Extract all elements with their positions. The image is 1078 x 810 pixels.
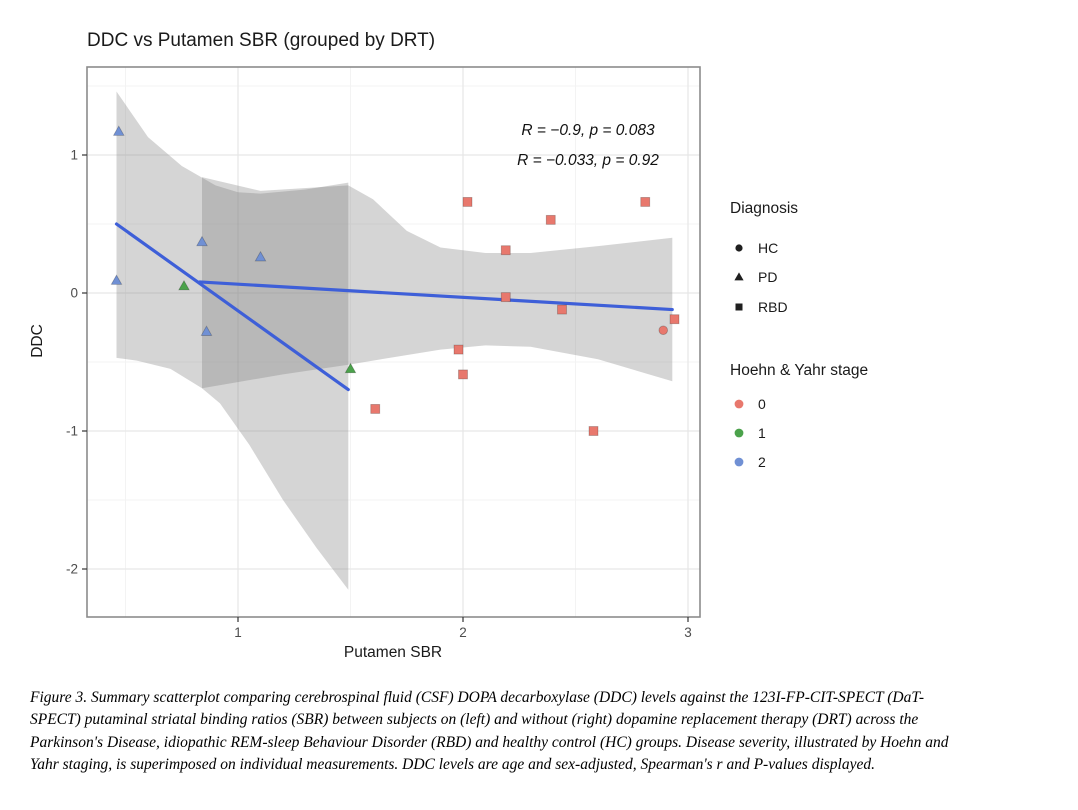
data-point <box>112 125 125 136</box>
confidence-ribbon <box>116 91 349 590</box>
legend-label-hy2: 2 <box>758 454 766 470</box>
legend-label-rbd: RBD <box>758 299 788 315</box>
data-point <box>458 369 468 380</box>
data-point <box>500 292 511 303</box>
caption-line: Figure 3. Summary scatterplot comparing … <box>30 689 924 706</box>
circle-icon <box>731 240 747 256</box>
correlation-line-2: R = −0.033, p = 0.92 <box>517 152 659 169</box>
data-point <box>254 250 267 262</box>
data-point <box>462 197 473 207</box>
dot-icon <box>731 396 747 412</box>
tick-label-y: -2 <box>66 562 78 577</box>
data-point <box>110 274 123 285</box>
legend-label-hy1: 1 <box>758 425 766 441</box>
correlation-annotation: R = −0.9, p = 0.083 R = −0.033, p = 0.92 <box>438 116 738 176</box>
regression-line <box>198 280 674 312</box>
legend-item-pd: PD <box>731 269 777 285</box>
legend-item-hc: HC <box>731 240 778 256</box>
data-point <box>669 314 680 325</box>
caption-line: Yahr staging, is superimposed on individ… <box>30 756 875 774</box>
legend-title-diagnosis: Diagnosis <box>730 200 799 217</box>
data-point <box>658 325 668 335</box>
correlation-line-1: R = −0.9, p = 0.083 <box>521 122 655 139</box>
legend-label-hc: HC <box>758 240 779 256</box>
data-point <box>500 245 511 256</box>
legend-item-rbd: RBD <box>731 299 788 315</box>
legend-title-hoehn-yahr: Hoehn & Yahr stage <box>730 362 869 379</box>
panel-border <box>86 66 701 618</box>
caption-line: SPECT) putaminal striatal binding ratios… <box>30 711 919 729</box>
y-axis-title: DDC <box>29 324 46 358</box>
confidence-ribbon <box>202 177 673 389</box>
legend-item-hy0: 0 <box>731 396 766 412</box>
tick-label-x: 1 <box>234 625 242 640</box>
tick-label-x: 2 <box>459 625 467 640</box>
panel-background <box>87 67 700 617</box>
data-point <box>200 325 213 336</box>
dot-icon <box>731 425 747 441</box>
data-point <box>344 362 357 374</box>
dot-icon <box>731 454 747 470</box>
legend-item-hy2: 2 <box>731 454 766 470</box>
regression-line <box>114 222 350 392</box>
scatter-plot-canvas: 1 2 3 1 0 -1 -2 <box>66 66 701 640</box>
tick-label-y: -1 <box>66 424 78 439</box>
data-point <box>557 304 567 315</box>
triangle-icon <box>731 269 747 285</box>
data-point <box>545 214 556 225</box>
legend-label-pd: PD <box>758 269 778 285</box>
data-point <box>453 344 464 355</box>
data-point <box>588 426 599 436</box>
data-point <box>178 279 190 291</box>
legend-label-hy0: 0 <box>758 396 766 412</box>
tick-label-x: 3 <box>684 625 692 640</box>
x-axis-title: Putamen SBR <box>343 644 443 661</box>
legend-item-hy1: 1 <box>731 425 766 441</box>
square-icon <box>731 299 747 315</box>
plot-title: DDC vs Putamen SBR (grouped by DRT) <box>87 30 436 51</box>
data-point <box>196 235 208 247</box>
data-point <box>370 404 381 414</box>
data-point <box>640 197 651 207</box>
tick-label-y: 0 <box>70 286 78 301</box>
figure-caption: Figure 3. Summary scatterplot comparing … <box>30 687 1060 777</box>
caption-line: Parkinson's Disease, idiopathic REM-slee… <box>30 733 949 751</box>
tick-label-y: 1 <box>70 148 78 163</box>
